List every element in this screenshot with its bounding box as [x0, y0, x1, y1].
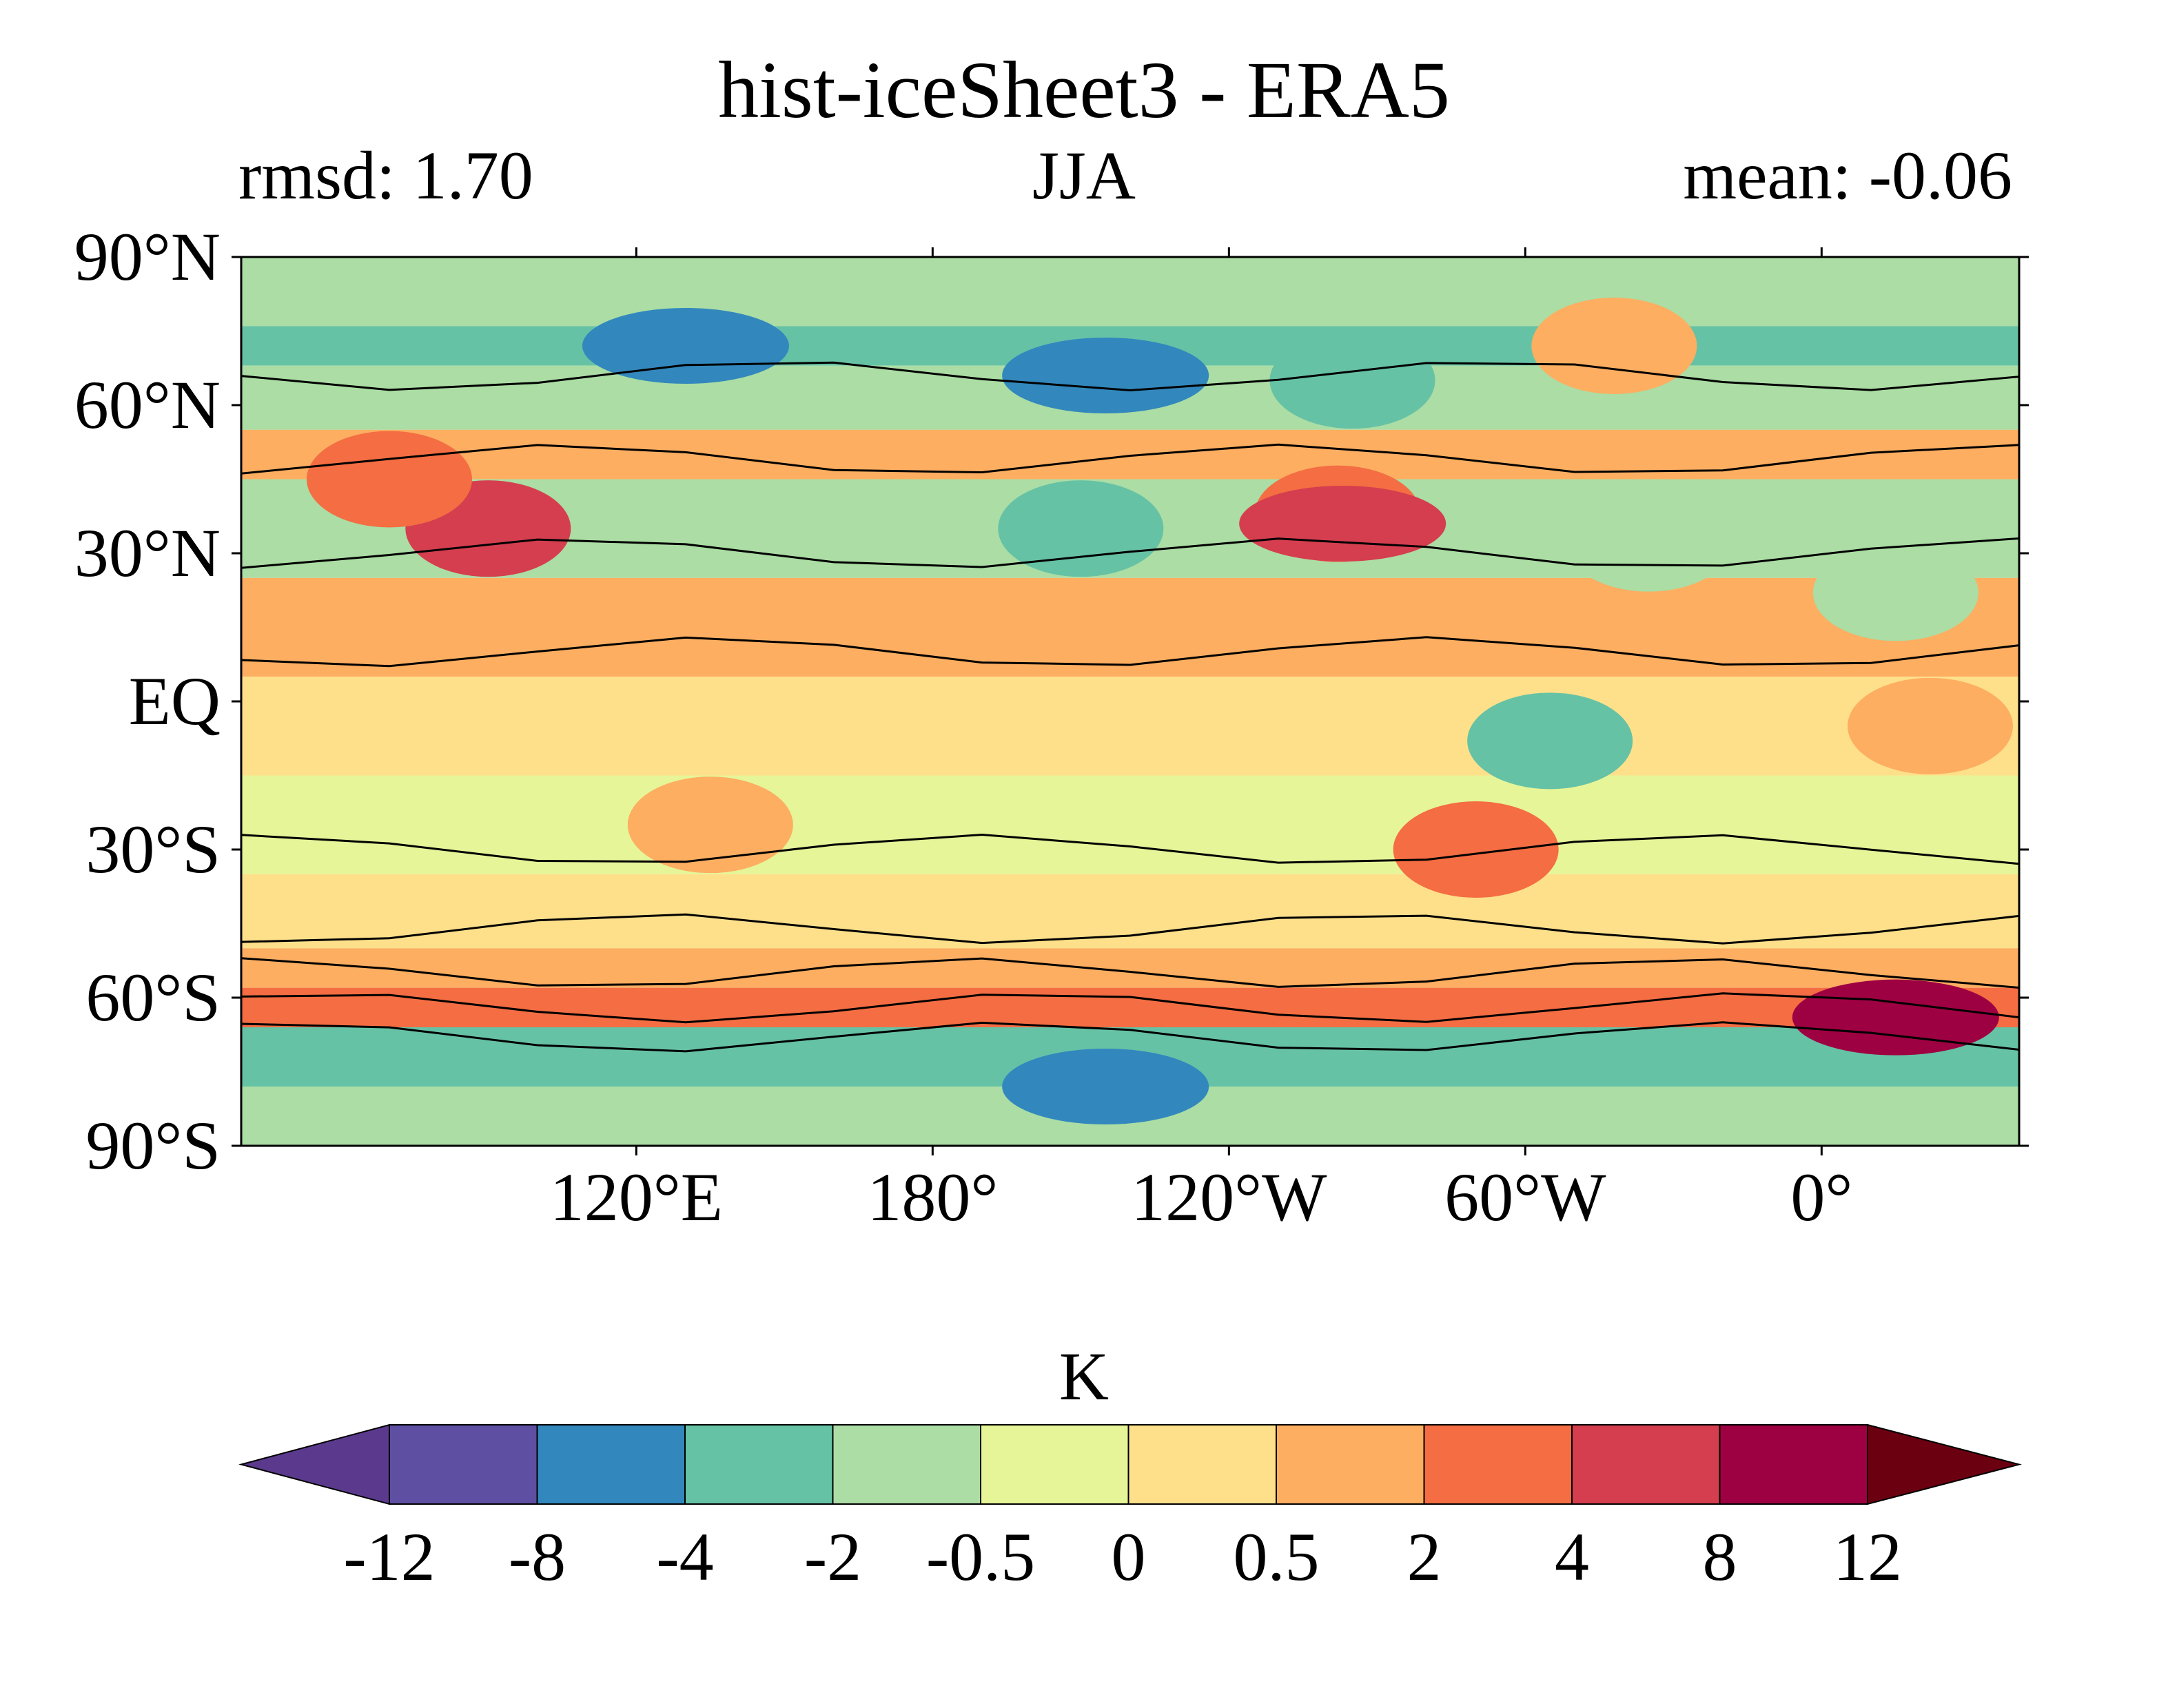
- colorbar-segment: [1719, 1424, 1868, 1505]
- zonal-band: [241, 429, 2019, 480]
- colorbar-tick-label: 12: [1833, 1519, 1902, 1595]
- colorbar-over-triangle: [1867, 1423, 2022, 1505]
- chart-title: hist-iceSheet3 - ERA5: [718, 45, 1450, 135]
- lon-tick-label: 180°: [867, 1159, 998, 1235]
- colorbar-tick-label: -8: [509, 1519, 566, 1595]
- lon-tick-label: 120°E: [550, 1159, 723, 1235]
- mean-annotation: mean: -0.06: [1683, 137, 2012, 214]
- zero-contour-line: [241, 443, 2019, 475]
- field-antarctica-cold: [1002, 1049, 1209, 1124]
- field-canada-cold: [1269, 332, 1435, 429]
- lat-tick-label: 60°N: [74, 367, 221, 443]
- zero-contour-line: [241, 1021, 2019, 1053]
- lon-tick-label: 60°W: [1444, 1159, 1606, 1235]
- field-greenland: [1531, 298, 1697, 394]
- field-north-america-hotspot: [1239, 486, 1446, 562]
- colorbar-segment: [980, 1424, 1129, 1505]
- field-andes-warm: [1393, 801, 1559, 898]
- colorbar-tick-label: 8: [1703, 1519, 1737, 1595]
- lat-tick-label: 60°S: [85, 959, 221, 1036]
- colorbar-tick-label: -0.5: [926, 1519, 1035, 1595]
- field-alaska-cold: [1002, 338, 1209, 413]
- lat-tick-label: 90°N: [74, 218, 221, 295]
- colorbar-unit-label: K: [1059, 1338, 1109, 1414]
- zero-contour-line: [241, 361, 2019, 392]
- zero-contour-line: [241, 537, 2019, 569]
- colorbar-tick-label: 0.5: [1234, 1519, 1320, 1595]
- field-central-asia-warm: [307, 431, 472, 528]
- colorbar: -12 -8 -4 -2 -0.5 0 0.5 2 4 8 12: [238, 1423, 2022, 1595]
- colorbar-segment: [536, 1424, 686, 1505]
- lat-tick-label: 30°N: [74, 515, 221, 591]
- colorbar-tick-label: -12: [343, 1519, 435, 1595]
- colorbar-segment: [1276, 1424, 1425, 1505]
- zonal-band: [241, 775, 2019, 874]
- map-field: [241, 257, 2019, 1146]
- zero-contour-line: [241, 636, 2019, 668]
- colorbar-under-triangle: [238, 1423, 390, 1505]
- zonal-band: [241, 874, 2019, 949]
- colorbar-tick-label: -4: [656, 1519, 713, 1595]
- field-siberia-cold: [582, 308, 789, 384]
- map-axes: 90°N 60°N 30°N EQ 30°S 60°S 90°S 120°E 180° 120°W…: [74, 218, 2029, 1235]
- zonal-band: [241, 677, 2019, 776]
- zonal-band: [241, 577, 2019, 677]
- field-south-america-cool: [1467, 692, 1633, 790]
- field-australia-warm: [627, 776, 793, 874]
- zero-contour-line: [241, 957, 2019, 989]
- zero-contour-line: [241, 833, 2019, 865]
- rmsd-annotation: rmsd: 1.70: [238, 137, 533, 214]
- season-annotation: JJA: [1032, 137, 1136, 214]
- colorbar-segment: [832, 1424, 981, 1505]
- lat-tick-label: 90°S: [85, 1107, 221, 1184]
- colorbar-tick-label: 4: [1555, 1519, 1589, 1595]
- colorbar-tick-label: 2: [1407, 1519, 1442, 1595]
- lat-tick-label: EQ: [129, 663, 221, 739]
- colorbar-tick-label: -2: [804, 1519, 861, 1595]
- colorbar-tick-label: 0: [1112, 1519, 1146, 1595]
- zero-contours: [241, 361, 2019, 1053]
- lon-tick-label: 0°: [1790, 1159, 1852, 1235]
- lon-tick-label: 120°W: [1131, 1159, 1327, 1235]
- field-africa-warm: [1848, 677, 2013, 774]
- zero-contour-line: [241, 992, 2019, 1024]
- colorbar-segment: [1423, 1424, 1573, 1505]
- zonal-band: [241, 257, 2019, 327]
- zero-contour-line: [241, 913, 2019, 945]
- zonal-band: [241, 948, 2019, 988]
- field-north-atlantic-cool: [1566, 495, 1732, 592]
- colorbar-segment: [684, 1424, 834, 1505]
- lat-tick-label: 30°S: [85, 811, 221, 887]
- field-sahara-cool: [1812, 544, 1978, 641]
- colorbar-segment: [1571, 1424, 1721, 1505]
- colorbar-segment: [1127, 1424, 1277, 1505]
- colorbar-segment: [389, 1424, 538, 1505]
